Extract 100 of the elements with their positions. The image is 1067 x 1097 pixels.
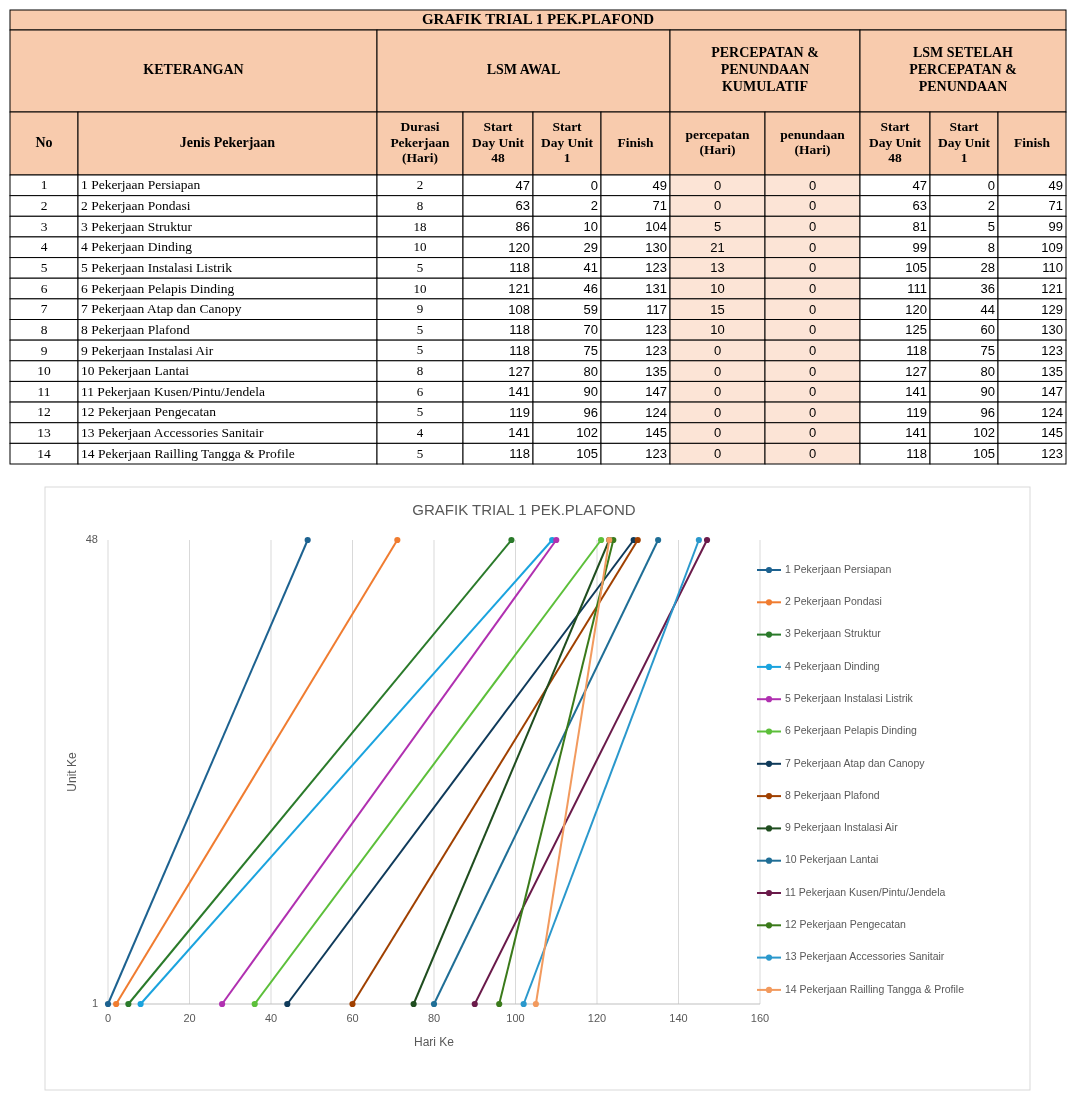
data-label: 118 bbox=[509, 446, 530, 462]
text: LSM AWAL bbox=[486, 62, 561, 78]
data-label: 0 bbox=[808, 322, 817, 338]
data-label: 21 bbox=[710, 239, 725, 255]
data-label: 10 bbox=[710, 280, 725, 296]
data-label: 0 bbox=[808, 342, 817, 358]
y-tick-label: 4 Pekerjaan Dinding bbox=[81, 239, 193, 255]
data-label: 145 bbox=[1041, 425, 1063, 441]
x-tick-label: 0 bbox=[104, 1012, 112, 1024]
data-label: 123 bbox=[1041, 446, 1063, 462]
text: PERCEPATAN & PENUNDAAN KUMULATIF bbox=[711, 45, 819, 95]
legend-label: 1 Pekerjaan Persiapan bbox=[785, 562, 892, 575]
chart-title: GRAFIK TRIAL 1 PEK.PLAFOND bbox=[421, 11, 655, 28]
text: 9 bbox=[40, 342, 48, 358]
x-axis-title: Hari Ke bbox=[413, 1035, 455, 1049]
data-label: 2 bbox=[987, 198, 995, 214]
y-tick-label: 48 bbox=[85, 532, 98, 545]
y-tick-label: 11 Pekerjaan Kusen/Pintu/Jendela bbox=[81, 383, 265, 399]
data-label: 8 bbox=[987, 239, 995, 255]
data-label: 90 bbox=[980, 384, 995, 400]
data-label: 123 bbox=[645, 446, 667, 462]
y-tick-label: 3 Pekerjaan Struktur bbox=[81, 218, 193, 234]
y-tick-label: 6 Pekerjaan Pelapis Dinding bbox=[81, 280, 235, 296]
data-label: 44 bbox=[980, 301, 995, 317]
data-label: 2 bbox=[590, 198, 598, 214]
data-label: 119 bbox=[509, 404, 530, 420]
x-tick-label: 120 bbox=[587, 1012, 607, 1024]
legend-label: 5 Pekerjaan Instalasi Listrik bbox=[785, 691, 914, 704]
data-label: 10 bbox=[710, 322, 725, 338]
data-label: 0 bbox=[713, 425, 722, 441]
data-label: 0 bbox=[808, 280, 817, 296]
x-tick-label: Finish bbox=[1013, 134, 1051, 150]
data-label: 0 bbox=[713, 384, 722, 400]
data-label: 70 bbox=[583, 322, 598, 338]
x-tick-label: Finish bbox=[617, 134, 654, 150]
data-label: 102 bbox=[973, 425, 995, 441]
data-label: 130 bbox=[1041, 322, 1063, 338]
data-label: 2 bbox=[416, 177, 424, 193]
data-label: 120 bbox=[905, 301, 927, 317]
data-label: 141 bbox=[905, 384, 927, 400]
y-axis-title: Unit Ke bbox=[65, 752, 79, 792]
data-label: 109 bbox=[1041, 239, 1063, 255]
data-label: 0 bbox=[808, 301, 817, 317]
data-label: 5 bbox=[987, 219, 995, 235]
data-label: 81 bbox=[912, 219, 927, 235]
data-label: 127 bbox=[508, 363, 530, 379]
data-label: 0 bbox=[713, 363, 722, 379]
data-label: 71 bbox=[1048, 198, 1063, 214]
legend-label: 11 Pekerjaan Kusen/Pintu/Jendela bbox=[785, 885, 946, 898]
data-label: 130 bbox=[645, 239, 667, 255]
data-label: 8 bbox=[416, 197, 424, 213]
data-label: 5 bbox=[416, 259, 424, 275]
text: 14 bbox=[37, 445, 51, 461]
y-tick-label: 2 Pekerjaan Pondasi bbox=[81, 198, 191, 214]
legend-label: 12 Pekerjaan Pengecatan bbox=[785, 918, 906, 931]
data-label: 0 bbox=[808, 260, 817, 276]
text: No bbox=[35, 134, 53, 150]
data-label: 29 bbox=[583, 239, 598, 255]
data-label: 28 bbox=[980, 260, 995, 276]
data-label: 99 bbox=[912, 239, 927, 255]
data-label: 119 bbox=[906, 404, 927, 420]
legend-label: 7 Pekerjaan Atap dan Canopy bbox=[785, 756, 926, 769]
data-label: 0 bbox=[590, 177, 598, 193]
y-tick-label: 10 Pekerjaan Lantai bbox=[81, 363, 190, 379]
x-tick-label: 140 bbox=[669, 1012, 688, 1024]
data-label: 63 bbox=[912, 198, 927, 214]
data-label: 111 bbox=[907, 280, 927, 296]
text: 5 bbox=[40, 259, 48, 275]
data-label: 0 bbox=[808, 425, 817, 441]
data-label: 102 bbox=[576, 425, 598, 441]
text: 1 bbox=[40, 177, 48, 193]
data-label: 141 bbox=[905, 425, 927, 441]
data-label: 123 bbox=[645, 260, 667, 276]
data-label: 0 bbox=[808, 177, 817, 193]
data-label: 5 bbox=[416, 342, 424, 358]
y-tick-label: 14 Pekerjaan Railling Tangga & Profile bbox=[81, 445, 295, 461]
data-label: 0 bbox=[808, 384, 817, 400]
x-tick-label: Start Day Unit 1 bbox=[937, 119, 991, 166]
y-tick-label: 12 Pekerjaan Pengecatan bbox=[81, 404, 217, 420]
data-label: 0 bbox=[713, 404, 722, 420]
data-label: 0 bbox=[808, 219, 817, 235]
data-label: 6 bbox=[416, 383, 424, 399]
data-label: 0 bbox=[713, 342, 722, 358]
data-label: 127 bbox=[905, 363, 927, 379]
data-label: 10 bbox=[583, 219, 598, 235]
x-tick-label: 160 bbox=[750, 1012, 770, 1024]
data-label: 124 bbox=[645, 404, 667, 420]
data-label: 47 bbox=[515, 177, 530, 193]
legend-label: 14 Pekerjaan Railling Tangga & Profile bbox=[785, 982, 965, 995]
data-label: 118 bbox=[509, 322, 530, 338]
y-tick-label: 1 Pekerjaan Persiapan bbox=[81, 177, 201, 193]
data-label: 10 bbox=[413, 280, 427, 296]
data-label: 96 bbox=[583, 404, 598, 420]
legend-label: 3 Pekerjaan Struktur bbox=[785, 627, 882, 640]
y-tick-label: 9 Pekerjaan Instalasi Air bbox=[81, 342, 214, 358]
data-label: 36 bbox=[980, 280, 995, 296]
data-label: 135 bbox=[1041, 363, 1063, 379]
data-label: 129 bbox=[1041, 301, 1063, 317]
text: 12 bbox=[37, 404, 51, 420]
x-tick-label: 100 bbox=[506, 1012, 525, 1024]
